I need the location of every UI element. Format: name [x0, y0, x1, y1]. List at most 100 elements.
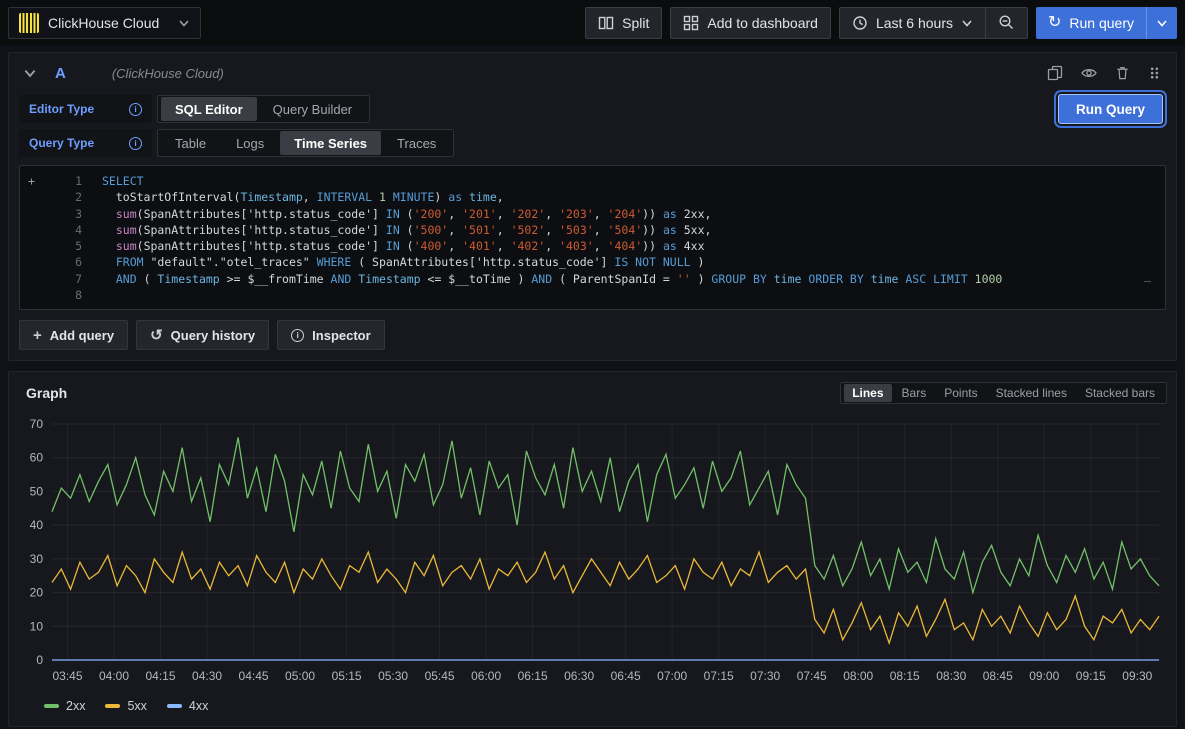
line-number: 2 — [48, 189, 82, 205]
query-datasource-hint: (ClickHouse Cloud) — [112, 66, 224, 81]
drag-query-handle[interactable] — [1147, 65, 1162, 81]
datasource-label: ClickHouse Cloud — [48, 15, 169, 31]
delete-query-button[interactable] — [1115, 65, 1130, 81]
code-text: AND ( Timestamp >= $__fromTime AND Times… — [82, 271, 1002, 287]
duplicate-query-button[interactable] — [1047, 65, 1063, 81]
legend-swatch — [44, 704, 59, 708]
add-query-label: Add query — [50, 328, 114, 343]
svg-text:20: 20 — [30, 586, 44, 600]
add-line-button[interactable]: + — [28, 173, 48, 189]
run-query-label: Run query — [1069, 15, 1134, 31]
run-query-caret-button[interactable] — [1146, 7, 1177, 39]
code-text: sum(SpanAttributes['http.status_code'] I… — [82, 206, 711, 222]
split-label: Split — [622, 15, 649, 31]
inspector-button[interactable]: i Inspector — [277, 320, 385, 350]
line-number: 6 — [48, 254, 82, 270]
svg-text:05:00: 05:00 — [285, 669, 315, 683]
chart-svg[interactable]: 01020304050607003:4504:0004:1504:3004:45… — [18, 406, 1165, 694]
time-range-button[interactable]: Last 6 hours — [839, 7, 986, 39]
line-number: 1 — [48, 173, 82, 189]
chart-legend: 2xx 5xx 4xx — [18, 694, 1167, 718]
svg-text:04:00: 04:00 — [99, 669, 129, 683]
sql-editor[interactable]: _ +1SELECT2 toStartOfInterval(Timestamp,… — [19, 165, 1166, 310]
svg-text:30: 30 — [30, 552, 44, 566]
line-number: 5 — [48, 238, 82, 254]
svg-text:70: 70 — [30, 417, 44, 431]
history-icon: ↺ — [150, 328, 163, 343]
zoom-out-icon — [998, 14, 1015, 31]
info-icon[interactable]: i — [129, 137, 142, 150]
run-query-editor-button[interactable]: Run Query — [1058, 94, 1163, 124]
query-ref-id: A — [55, 65, 66, 82]
query-type-option-logs[interactable]: Logs — [222, 131, 278, 155]
legend-label: 2xx — [66, 699, 85, 713]
editor-type-toggle: SQL EditorQuery Builder — [157, 95, 370, 123]
query-type-option-table[interactable]: Table — [161, 131, 220, 155]
svg-text:06:15: 06:15 — [518, 669, 548, 683]
code-line: +1SELECT — [28, 173, 1157, 189]
svg-text:08:15: 08:15 — [890, 669, 920, 683]
svg-text:04:30: 04:30 — [192, 669, 222, 683]
svg-text:50: 50 — [30, 484, 44, 498]
legend-swatch — [167, 704, 182, 708]
svg-text:05:15: 05:15 — [332, 669, 362, 683]
svg-text:06:30: 06:30 — [564, 669, 594, 683]
clickhouse-logo-icon — [19, 13, 39, 33]
editor-type-option-sql-editor[interactable]: SQL Editor — [161, 97, 257, 121]
graph-mode-lines[interactable]: Lines — [844, 384, 891, 402]
graph-mode-bars[interactable]: Bars — [894, 384, 935, 402]
code-line: 6 FROM "default"."otel_traces" WHERE ( S… — [28, 254, 1157, 270]
editor-type-label: Editor Type — [29, 102, 94, 116]
query-editor-panel: A (ClickHouse Cloud) Editor Type i SQL E… — [8, 52, 1177, 361]
code-line: 3 sum(SpanAttributes['http.status_code']… — [28, 206, 1157, 222]
line-number: 3 — [48, 206, 82, 222]
query-type-option-time-series[interactable]: Time Series — [280, 131, 381, 155]
svg-text:06:45: 06:45 — [611, 669, 641, 683]
chevron-down-icon — [1156, 17, 1168, 29]
legend-item-4xx[interactable]: 4xx — [167, 699, 208, 713]
info-icon[interactable]: i — [129, 103, 142, 116]
query-type-label: Query Type — [29, 136, 94, 150]
svg-text:08:30: 08:30 — [936, 669, 966, 683]
top-bar: ClickHouse Cloud Split Add to dashboard … — [0, 0, 1185, 45]
add-to-dashboard-button[interactable]: Add to dashboard — [670, 7, 831, 39]
collapse-query-button[interactable] — [23, 66, 37, 80]
apps-icon — [683, 15, 699, 31]
svg-text:07:30: 07:30 — [750, 669, 780, 683]
toggle-query-visibility-button[interactable] — [1080, 65, 1098, 81]
split-button[interactable]: Split — [585, 7, 662, 39]
query-history-button[interactable]: ↺ Query history — [136, 320, 269, 350]
svg-text:07:00: 07:00 — [657, 669, 687, 683]
zoom-out-button[interactable] — [985, 7, 1028, 39]
run-query-button[interactable]: ↻ Run query — [1036, 7, 1146, 39]
code-line: 7 AND ( Timestamp >= $__fromTime AND Tim… — [28, 271, 1157, 287]
clock-icon — [852, 15, 868, 31]
code-line: 5 sum(SpanAttributes['http.status_code']… — [28, 238, 1157, 254]
svg-text:08:00: 08:00 — [843, 669, 873, 683]
svg-text:07:15: 07:15 — [704, 669, 734, 683]
svg-text:07:45: 07:45 — [797, 669, 827, 683]
plus-icon: + — [33, 328, 42, 343]
svg-text:09:30: 09:30 — [1122, 669, 1152, 683]
code-text: sum(SpanAttributes['http.status_code'] I… — [82, 238, 705, 254]
code-text: toStartOfInterval(Timestamp, INTERVAL 1 … — [82, 189, 504, 205]
editor-type-option-query-builder[interactable]: Query Builder — [259, 97, 366, 121]
query-history-label: Query history — [171, 328, 256, 343]
svg-text:05:30: 05:30 — [378, 669, 408, 683]
add-query-button[interactable]: + Add query — [19, 320, 128, 350]
sync-icon: ↻ — [1048, 15, 1061, 31]
query-type-option-traces[interactable]: Traces — [383, 131, 450, 155]
svg-text:03:45: 03:45 — [52, 669, 82, 683]
datasource-picker[interactable]: ClickHouse Cloud — [8, 7, 201, 39]
legend-item-2xx[interactable]: 2xx — [44, 699, 85, 713]
graph-mode-stacked-bars[interactable]: Stacked bars — [1077, 384, 1163, 402]
svg-text:60: 60 — [30, 451, 44, 465]
time-range-label: Last 6 hours — [876, 15, 953, 31]
svg-text:04:45: 04:45 — [239, 669, 269, 683]
graph-mode-points[interactable]: Points — [936, 384, 985, 402]
graph-mode-stacked-lines[interactable]: Stacked lines — [988, 384, 1075, 402]
code-text: FROM "default"."otel_traces" WHERE ( Spa… — [82, 254, 704, 270]
legend-item-5xx[interactable]: 5xx — [105, 699, 146, 713]
code-line: 8 — [28, 287, 1157, 303]
svg-text:05:45: 05:45 — [425, 669, 455, 683]
